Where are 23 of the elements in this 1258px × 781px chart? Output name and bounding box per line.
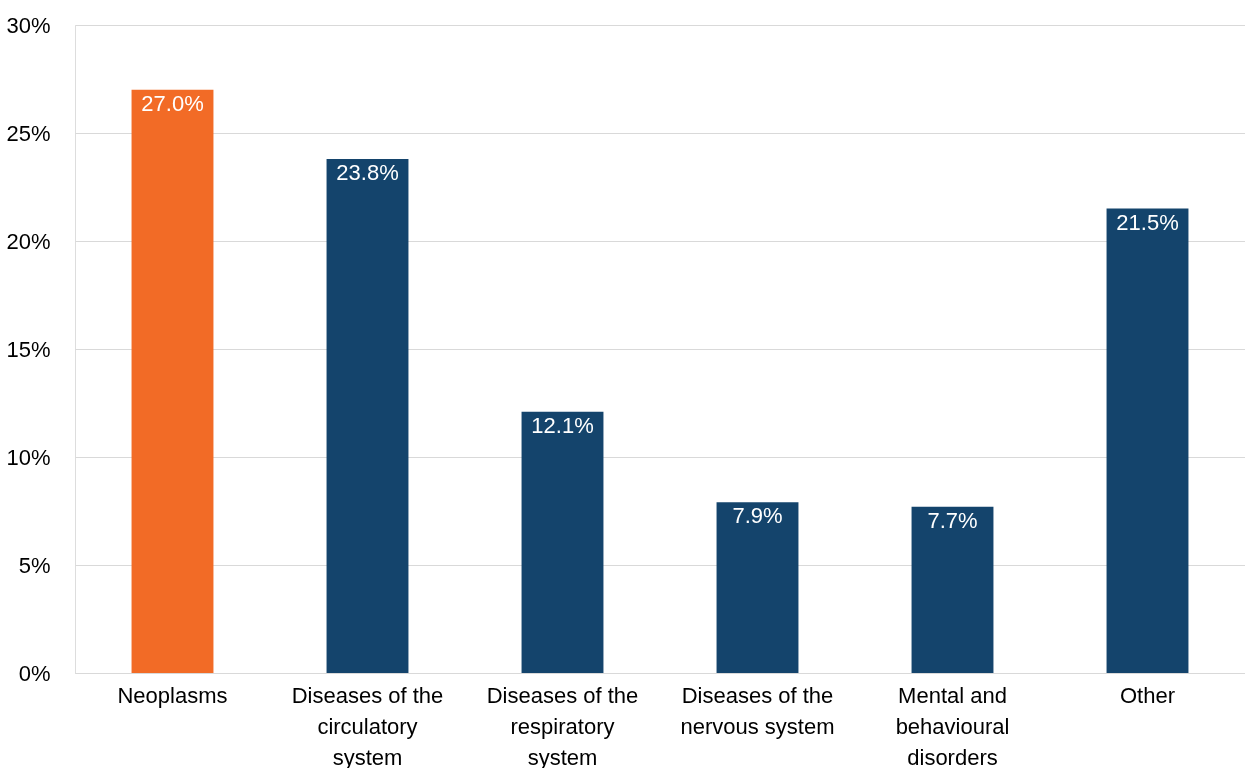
data-label: 7.7% <box>927 507 978 533</box>
data-label: 27.0% <box>141 90 204 116</box>
bar <box>521 411 604 673</box>
y-tick-label: 0% <box>18 660 51 686</box>
data-label: 12.1% <box>531 412 594 438</box>
x-tick-label: Diseases of the nervous system <box>680 682 835 739</box>
data-label: 21.5% <box>1116 209 1179 235</box>
bar <box>326 158 409 673</box>
bar <box>1106 208 1189 673</box>
x-tick-label: Mental and behavioural disorders <box>895 682 1010 770</box>
y-tick-label: 10% <box>6 444 51 470</box>
y-tick-label: 30% <box>6 12 51 38</box>
bar <box>716 502 799 673</box>
y-tick-label: 25% <box>6 120 51 146</box>
bar <box>911 506 994 673</box>
data-label: 23.8% <box>336 159 399 185</box>
data-label: 7.9% <box>732 503 783 529</box>
x-tick-label: Neoplasms <box>117 682 228 708</box>
x-tick-label: Other <box>1119 682 1176 708</box>
bar <box>131 89 214 673</box>
y-tick-label: 15% <box>6 336 51 362</box>
y-tick-label: 5% <box>18 552 51 578</box>
y-tick-label: 20% <box>6 228 51 254</box>
